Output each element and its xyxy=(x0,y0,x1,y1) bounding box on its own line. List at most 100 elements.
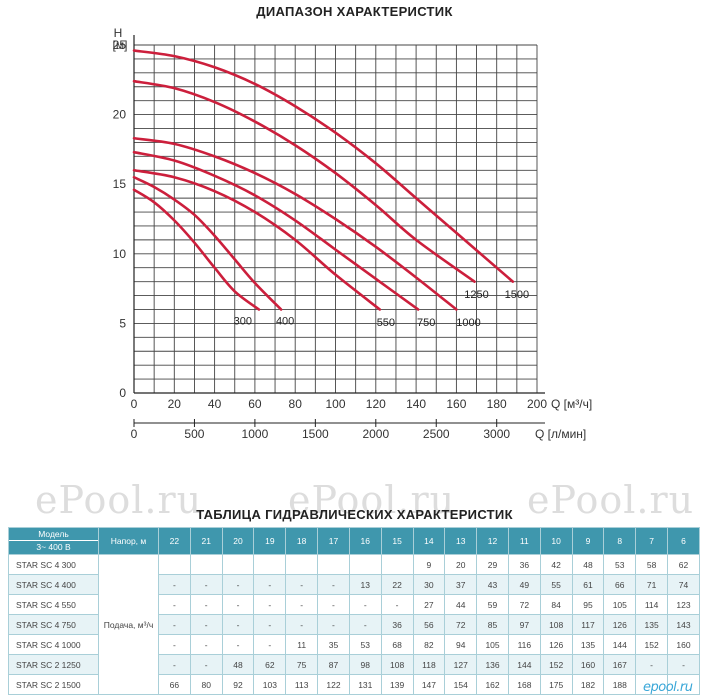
head-value-header: 9 xyxy=(571,527,605,555)
flow-value: 48 xyxy=(221,654,255,675)
flow-value: 182 xyxy=(571,674,605,695)
table-title: ТАБЛИЦА ГИДРАВЛИЧЕСКИХ ХАРАКТЕРИСТИК xyxy=(196,507,513,522)
flow-value: 58 xyxy=(635,554,668,575)
curve-1250 xyxy=(132,79,476,283)
flow-value: 48 xyxy=(571,554,605,575)
head-value-header: 13 xyxy=(444,527,478,555)
flow-value: 126 xyxy=(539,634,573,655)
flow-value: - xyxy=(253,574,287,595)
y-tick-label: 10 xyxy=(113,247,127,261)
flow-value: - xyxy=(158,654,191,675)
flow-value: 66 xyxy=(158,674,191,695)
chart-axes: H[м] 0 5 10 15 20 25 0 20 40 60 80 100 120 140 160 180 20… xyxy=(113,26,593,441)
curve-750 xyxy=(132,150,420,311)
flow-value: 71 xyxy=(635,574,668,595)
flow-value: 103 xyxy=(253,674,287,695)
y-tick-label: 20 xyxy=(113,108,127,122)
flow-value xyxy=(221,554,255,575)
curve-400 xyxy=(132,175,283,311)
x-tick-label: 80 xyxy=(289,397,303,411)
flow-value: 29 xyxy=(476,554,509,575)
table-row: STAR SC 2 1500 66 80 92 103 113 122 131 139 147 15… xyxy=(8,674,700,695)
head-value-header: 10 xyxy=(539,527,573,555)
flow-value xyxy=(667,674,700,695)
flow-value: 131 xyxy=(348,674,382,695)
flow-value: - xyxy=(635,654,668,675)
flow-value: - xyxy=(253,594,287,615)
model-header: Модель 3~ 400 В xyxy=(8,527,99,555)
x2-tick-label: 0 xyxy=(131,427,138,441)
y-axis-label: H xyxy=(114,26,123,40)
flow-value xyxy=(285,554,319,575)
head-header: Напор, м xyxy=(98,527,159,555)
flow-value: 139 xyxy=(380,674,414,695)
head-value-header: 16 xyxy=(348,527,382,555)
flow-value: 56 xyxy=(412,614,446,635)
flow-value: - xyxy=(221,634,255,655)
flow-value: 22 xyxy=(380,574,414,595)
flow-value: 117 xyxy=(571,614,605,635)
flow-value: 62 xyxy=(667,554,700,575)
flow-value: 11 xyxy=(285,634,319,655)
flow-value: 113 xyxy=(285,674,319,695)
flow-value: 72 xyxy=(444,614,478,635)
x2-tick-label: 2000 xyxy=(362,427,389,441)
watermark: ePool.ru xyxy=(527,478,695,522)
flow-value: - xyxy=(221,614,255,635)
flow-value: 114 xyxy=(635,594,668,615)
y-tick-label: 0 xyxy=(119,386,126,400)
x-tick-label: 20 xyxy=(168,397,182,411)
model-name: STAR SC 4 400 xyxy=(8,574,99,595)
x2-tick-label: 1000 xyxy=(242,427,269,441)
flow-value: 105 xyxy=(476,634,509,655)
flow-value: - xyxy=(667,654,700,675)
flow-value: 162 xyxy=(476,674,509,695)
curve-550 xyxy=(132,168,382,311)
model-name: STAR SC 4 750 xyxy=(8,614,99,635)
flow-value: 175 xyxy=(539,674,573,695)
flow-value: - xyxy=(348,614,382,635)
flow-value: - xyxy=(221,594,255,615)
head-value-header: 7 xyxy=(635,527,668,555)
flow-value: 37 xyxy=(444,574,478,595)
flow-value: 85 xyxy=(476,614,509,635)
flow-value xyxy=(380,554,414,575)
flow-value: 127 xyxy=(444,654,478,675)
x-tick-label: 180 xyxy=(487,397,507,411)
table-header-row: Модель 3~ 400 В Напор, м 22 21 20 19 18 17 16 15 14… xyxy=(8,527,700,555)
flow-value: 74 xyxy=(667,574,700,595)
flow-value: 94 xyxy=(444,634,478,655)
head-value-header: 22 xyxy=(158,527,191,555)
y-tick-label: 15 xyxy=(113,177,127,191)
x-tick-label: 100 xyxy=(325,397,345,411)
flow-value: 53 xyxy=(348,634,382,655)
flow-value: 30 xyxy=(412,574,446,595)
flow-value: 143 xyxy=(667,614,700,635)
model-name: STAR SC 2 1250 xyxy=(8,654,99,675)
flow-value: 118 xyxy=(412,654,446,675)
head-value-header: 20 xyxy=(221,527,255,555)
flow-value: 53 xyxy=(603,554,637,575)
x2-tick-label: 500 xyxy=(184,427,204,441)
head-value-header: 14 xyxy=(412,527,446,555)
flow-value: 82 xyxy=(412,634,446,655)
flow-value: - xyxy=(189,574,223,595)
flow-value: 136 xyxy=(476,654,509,675)
flow-value: 95 xyxy=(571,594,605,615)
table-row: STAR SC 4 300 Подача, м³/ч 9 20 29 36 42 48 53 58… xyxy=(8,554,700,695)
flow-value: 49 xyxy=(507,574,541,595)
flow-value: 92 xyxy=(221,674,255,695)
flow-value: 87 xyxy=(317,654,350,675)
chart-curves xyxy=(132,49,515,311)
model-header-label: Модель xyxy=(9,528,98,541)
flow-value: 42 xyxy=(539,554,573,575)
model-name: STAR SC 4 300 xyxy=(8,554,99,575)
flow-value: 27 xyxy=(412,594,446,615)
flow-value: 135 xyxy=(635,614,668,635)
performance-table: Модель 3~ 400 В Напор, м 22 21 20 19 18 17 16 15 14… xyxy=(8,527,700,695)
model-name: STAR SC 4 1000 xyxy=(8,634,99,655)
curve-1500 xyxy=(132,49,515,283)
flow-value: - xyxy=(348,594,382,615)
flow-value: - xyxy=(380,594,414,615)
head-value-header: 19 xyxy=(253,527,287,555)
